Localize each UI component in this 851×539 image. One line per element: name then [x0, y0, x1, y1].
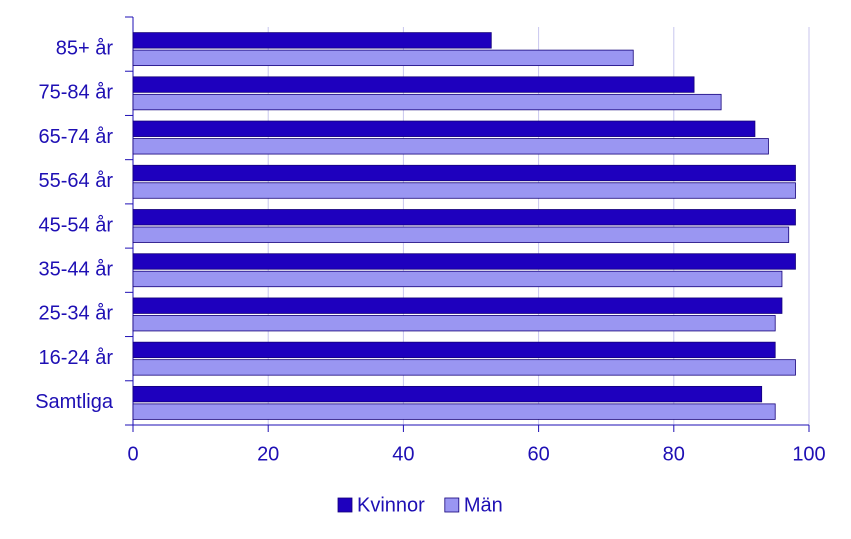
y-tick-label: 85+ år [56, 37, 114, 59]
bar [132, 315, 776, 332]
bar [132, 164, 796, 182]
bar [132, 209, 796, 226]
y-tick-label: 65-74 år [39, 126, 114, 148]
y-tick-label: 75-84 år [39, 82, 114, 104]
x-tick-label: 100 [792, 443, 825, 465]
legend-swatch [337, 497, 353, 513]
y-tick-label: Samtliga [35, 391, 114, 413]
bar [132, 385, 763, 403]
legend-swatch [444, 497, 460, 513]
bar [132, 120, 756, 137]
bar [132, 270, 783, 288]
bar [132, 297, 783, 314]
y-tick-label: 35-44 år [39, 259, 114, 281]
bar [132, 49, 634, 67]
x-tick-label: 40 [392, 443, 414, 465]
x-tick-label: 0 [127, 443, 138, 465]
legend-label: Kvinnor [357, 494, 425, 516]
bar [132, 93, 722, 111]
bar [132, 32, 492, 49]
y-tick-label: 25-34 år [39, 303, 114, 325]
bar [132, 138, 769, 155]
x-tick-label: 80 [663, 443, 685, 465]
legend-label: Män [464, 494, 503, 516]
y-tick-label: 45-54 år [39, 214, 114, 236]
y-tick-label: 55-64 år [39, 170, 114, 192]
bar [132, 182, 796, 199]
y-tick-label: 16-24 år [39, 347, 114, 369]
bar [132, 253, 796, 270]
bar [132, 359, 796, 376]
bar [132, 226, 790, 243]
bar [132, 403, 776, 420]
x-tick-label: 60 [527, 443, 549, 465]
bar [132, 76, 695, 93]
bar [132, 341, 776, 359]
x-tick-label: 20 [257, 443, 279, 465]
